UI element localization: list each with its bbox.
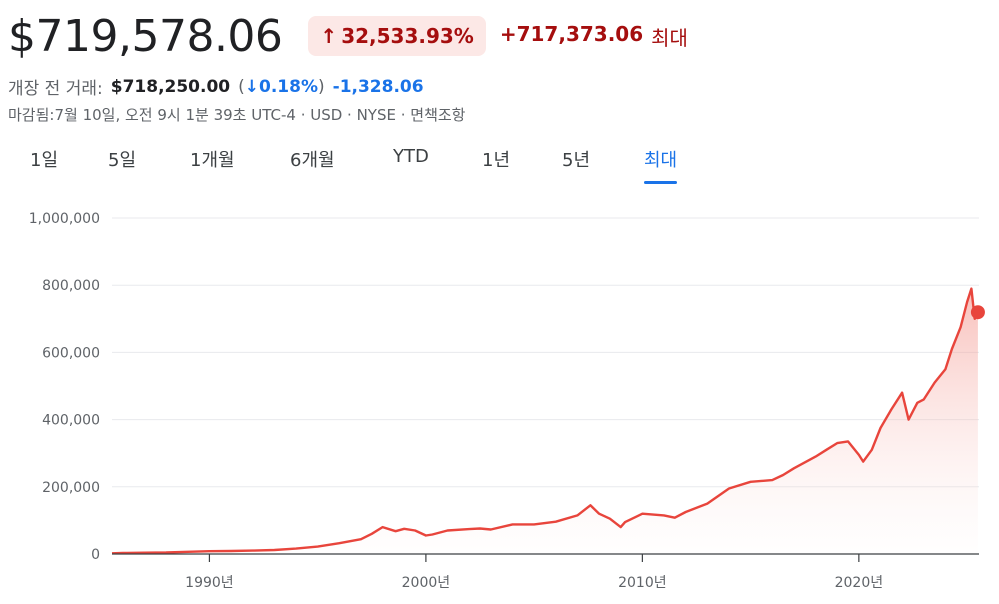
x-tick-label: 1990년: [185, 575, 234, 591]
premarket-open-paren: (: [238, 76, 245, 97]
x-tick-label: 2010년: [618, 575, 667, 591]
tab-1d[interactable]: 1일: [30, 150, 59, 171]
current-price: $719,578.06: [8, 10, 283, 62]
change-pct-badge: ↑ 32,533.93%: [308, 16, 486, 56]
price-chart[interactable]: 0 200,000 400,000 600,000 800,000 1,000,000 1…: [0, 190, 999, 604]
premarket-label: 개장 전 거래:: [8, 79, 103, 99]
premarket-close-paren: ): [318, 76, 325, 97]
y-tick-label: 0: [91, 547, 100, 563]
y-tick-label: 800,000: [42, 278, 100, 294]
tab-6m[interactable]: 6개월: [290, 150, 335, 171]
market-meta: 마감됨:7월 10일, 오전 9시 1분 39초 UTC-4 · USD · N…: [8, 106, 466, 124]
tab-1m[interactable]: 1개월: [190, 150, 235, 171]
quote-header: $719,578.06 ↑ 32,533.93% +717,373.06 최대: [8, 6, 688, 66]
price-area: [112, 288, 978, 554]
change-abs-group: +717,373.06 최대: [500, 22, 688, 51]
tab-5y[interactable]: 5년: [562, 150, 591, 171]
premarket-price: $718,250.00: [110, 76, 231, 97]
y-tick-label: 600,000: [42, 345, 100, 361]
range-tabs: 1일 5일 1개월 6개월 YTD 1년 5년 최대: [0, 140, 999, 184]
y-axis-labels: 0 200,000 400,000 600,000 800,000 1,000,000: [29, 211, 100, 563]
y-tick-label: 200,000: [42, 480, 100, 496]
x-axis-ticks: 1990년 2000년 2010년 2020년: [185, 554, 883, 591]
tab-1y[interactable]: 1년: [482, 150, 511, 171]
x-tick-label: 2000년: [402, 575, 451, 591]
arrow-down-icon: ↓: [244, 76, 260, 97]
change-period: 최대: [651, 25, 688, 50]
y-tick-label: 1,000,000: [29, 211, 100, 227]
premarket-row: 개장 전 거래: $718,250.00 (↓0.18%) -1,328.06: [8, 74, 424, 100]
premarket-pct-group: (↓0.18%): [238, 77, 325, 97]
change-abs: +717,373.06: [499, 21, 644, 46]
price-line: [111, 287, 979, 555]
last-price-marker: [970, 305, 985, 320]
tab-ytd[interactable]: YTD: [393, 146, 429, 167]
premarket-abs: -1,328.06: [332, 76, 424, 97]
arrow-up-icon: ↑: [320, 24, 338, 48]
change-pct: 32,533.93%: [341, 24, 474, 48]
premarket-pct: 0.18%: [259, 76, 318, 97]
tab-max[interactable]: 최대: [644, 146, 678, 184]
x-tick-label: 2020년: [835, 575, 884, 591]
y-tick-label: 400,000: [42, 413, 100, 429]
tab-5d[interactable]: 5일: [108, 150, 137, 171]
